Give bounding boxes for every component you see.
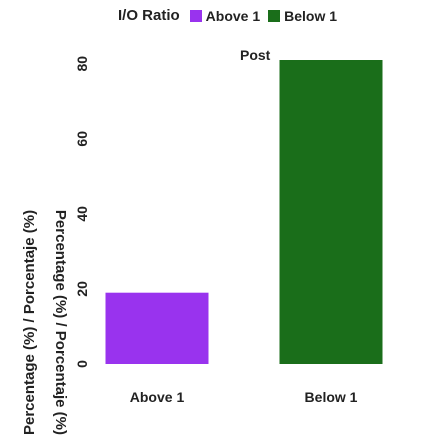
y-axis-label-mirrored: Percentage (%) / Porcentaje (%): [52, 210, 69, 435]
y-tick-label-40: 40: [74, 206, 90, 222]
legend-title: I/O Ratio: [118, 7, 180, 24]
y-axis-label-mirror-text: Percentage (%) / Porcentaje (%): [52, 209, 69, 435]
bar-below-1: [279, 60, 383, 364]
y-axis-label: Percentage (%) / Porcentaje (%): [21, 210, 38, 435]
legend-swatch-above-1: [189, 9, 202, 22]
y-axis-label-main: Percentage (%) / Porcentaje (%): [21, 209, 38, 435]
x-tick-label-above-1: Above 1: [130, 389, 185, 405]
y-tick-label-60: 60: [74, 131, 90, 147]
y-tick-label-20: 20: [74, 281, 90, 297]
x-tick-label-below-1: Below 1: [305, 389, 358, 405]
legend-swatch-below-1: [268, 9, 281, 22]
legend-item-below-1: Below 1: [268, 8, 337, 24]
legend: I/O Ratio Above 1 Below 1: [118, 7, 345, 24]
bar-above-1: [105, 292, 209, 364]
legend-label-above-1: Above 1: [205, 7, 261, 24]
y-tick-label-0: 0: [74, 360, 90, 368]
legend-label-below-1: Below 1: [284, 7, 338, 24]
legend-item-above-1: Above 1: [189, 7, 261, 24]
panel-title: Post: [240, 47, 271, 63]
y-tick-label-80: 80: [74, 56, 90, 72]
